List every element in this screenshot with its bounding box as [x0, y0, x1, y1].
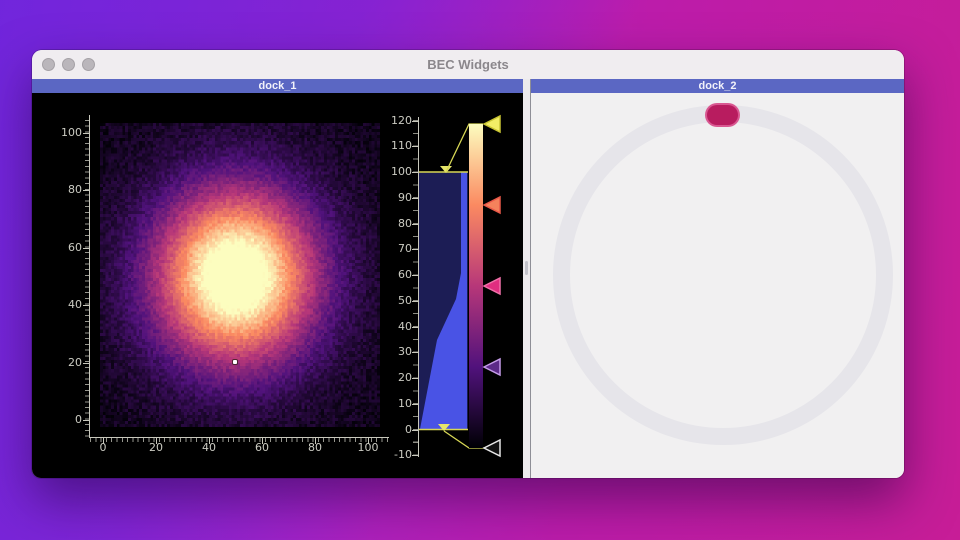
histogram-tick-label: 0 [405, 422, 412, 436]
dock-1: dock_1 [32, 79, 523, 478]
histogram-tick-label: 90 [398, 190, 412, 204]
histogram-tick-label: 100 [391, 165, 412, 178]
histogram-tick-label: -10 [394, 448, 412, 462]
histogram-tick-label: 50 [398, 293, 412, 307]
dock-2-content [531, 93, 904, 478]
y-tick-label: 80 [68, 183, 82, 197]
y-major-tick [83, 190, 89, 192]
gradient-tick-marker[interactable] [482, 195, 501, 215]
x-tick-label: 100 [357, 441, 379, 454]
y-axis-minor-ticks [85, 120, 89, 438]
x-tick-label: 0 [99, 441, 107, 454]
gradient-tick-marker[interactable] [482, 357, 501, 377]
x-major-tick [209, 438, 210, 444]
histogram-axis-minor-ticks [413, 120, 418, 457]
x-axis-minor-ticks [90, 438, 388, 442]
minimize-button[interactable] [62, 58, 75, 71]
window-title: BEC Widgets [427, 57, 509, 72]
dock-area: dock_1 [32, 79, 904, 478]
histogram-major-tick [412, 429, 418, 431]
histogram-tick-label: 70 [398, 242, 412, 256]
crosshair-marker[interactable] [233, 360, 237, 364]
y-tick-label: 20 [68, 355, 82, 369]
histogram-major-tick [412, 120, 418, 122]
x-major-tick [262, 438, 263, 444]
region-bottom-handle[interactable] [438, 424, 450, 431]
histogram-major-tick [412, 197, 418, 199]
histogram-major-tick [412, 300, 418, 302]
histogram-major-tick [412, 146, 418, 148]
y-major-tick [83, 247, 89, 249]
region-top-handle[interactable] [440, 166, 452, 173]
x-major-tick [156, 438, 157, 444]
x-tick-label: 20 [149, 441, 163, 454]
histogram-major-tick [412, 378, 418, 379]
y-axis-line [89, 115, 90, 438]
histogram-major-tick [412, 326, 418, 328]
splitter-handle-icon [525, 261, 528, 275]
histogram-tick-label: 40 [398, 319, 412, 333]
y-major-tick [83, 362, 89, 364]
y-major-tick [83, 133, 89, 134]
histogram-tick-label: 60 [398, 268, 412, 281]
histogram-tick-label: 20 [398, 371, 412, 384]
histogram-major-tick [412, 275, 418, 276]
x-axis-line [89, 437, 389, 438]
histogram-tick-label: 80 [398, 216, 412, 230]
histogram-tick-label: 110 [391, 139, 412, 153]
gradient-tick-marker[interactable] [482, 276, 501, 296]
dock-1-content: 0 20 40 60 80 100 0 20 40 60 80 100 120 110 100 90 80 70 6… [32, 93, 523, 478]
histogram-tick-label: 120 [391, 113, 412, 127]
histogram-major-tick [412, 172, 418, 173]
y-tick-label: 0 [75, 413, 82, 426]
y-tick-label: 100 [61, 126, 82, 139]
y-major-tick [83, 420, 89, 421]
histogram-major-tick [412, 455, 418, 457]
histogram-major-tick [412, 223, 418, 225]
y-tick-label: 40 [68, 298, 82, 312]
lut-histogram-curve [420, 172, 467, 429]
gradient-tick-marker[interactable] [482, 114, 501, 134]
histogram-axis-line [418, 117, 419, 457]
x-major-tick [368, 438, 369, 444]
colorbar-gradient[interactable] [469, 124, 483, 448]
x-major-tick [103, 438, 104, 444]
dock-splitter[interactable] [523, 79, 531, 478]
window-titlebar[interactable]: BEC Widgets [32, 50, 904, 80]
bottom-connector-line [443, 430, 484, 449]
x-tick-label: 40 [202, 441, 216, 454]
x-major-tick [315, 438, 316, 444]
gradient-tick-marker[interactable] [482, 438, 501, 458]
top-connector-line [445, 123, 483, 173]
spinner-indicator [705, 103, 740, 127]
histogram-tick-label: 10 [398, 396, 412, 410]
dock-1-titlebar[interactable]: dock_1 [32, 79, 523, 93]
zoom-button[interactable] [82, 58, 95, 71]
spinner-track-ring [553, 105, 893, 445]
x-tick-label: 60 [255, 441, 269, 454]
dock-2-titlebar[interactable]: dock_2 [531, 79, 904, 93]
traffic-lights [42, 58, 95, 71]
lut-region[interactable] [419, 172, 468, 430]
y-major-tick [83, 305, 89, 307]
histogram-major-tick [412, 403, 418, 405]
dock-2: dock_2 [531, 79, 904, 478]
histogram-tick-label: 30 [398, 345, 412, 359]
app-window: BEC Widgets dock_1 [32, 50, 904, 478]
x-tick-label: 80 [308, 441, 322, 454]
histogram-major-tick [412, 249, 418, 251]
y-tick-label: 60 [68, 240, 82, 254]
heatmap-image[interactable] [100, 123, 380, 427]
histogram-major-tick [412, 352, 418, 354]
close-button[interactable] [42, 58, 55, 71]
